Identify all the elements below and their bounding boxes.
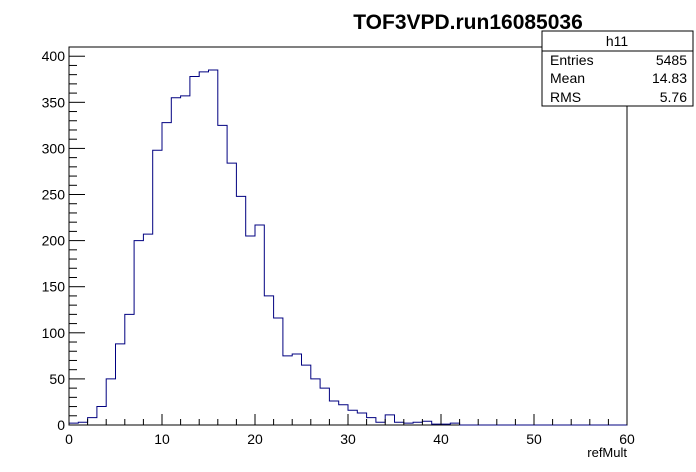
- x-tick-label: 20: [247, 431, 263, 447]
- stats-box-frame: [541, 30, 694, 107]
- stats-box-name: h11: [606, 33, 629, 49]
- stats-mean-value: 14.83: [652, 70, 687, 86]
- x-axis-title: refMult: [587, 445, 627, 460]
- stats-entries-value: 5485: [656, 52, 687, 68]
- y-tick-label: 150: [42, 279, 66, 295]
- y-tick-label: 0: [57, 417, 65, 433]
- stats-box: h11 Entries 5485 Mean 14.83 RMS 5.76: [541, 30, 694, 107]
- y-axis: 0 50 100 150 200 250 300 350 400: [42, 46, 85, 433]
- chart-title: TOF3VPD.run16085036: [353, 11, 583, 34]
- y-tick-label: 50: [49, 371, 65, 387]
- x-tick-label: 60: [619, 431, 635, 447]
- y-tick-label: 200: [42, 233, 66, 249]
- y-tick-label: 300: [42, 140, 66, 156]
- stats-mean-label: Mean: [550, 70, 585, 86]
- stats-rms-label: RMS: [550, 89, 581, 105]
- stats-entries-label: Entries: [550, 52, 594, 68]
- y-tick-label: 400: [42, 48, 66, 64]
- stats-rms-value: 5.76: [660, 89, 687, 105]
- x-tick-label: 10: [154, 431, 170, 447]
- y-tick-label: 250: [42, 187, 66, 203]
- x-tick-label: 40: [433, 431, 449, 447]
- x-tick-label: 30: [340, 431, 356, 447]
- y-tick-label: 350: [42, 94, 66, 110]
- y-tick-label: 100: [42, 325, 66, 341]
- x-tick-label: 0: [65, 431, 73, 447]
- x-axis: 0 10 20 30 40 50 60: [65, 414, 635, 447]
- histogram-series: [68, 69, 627, 426]
- x-tick-label: 50: [526, 431, 542, 447]
